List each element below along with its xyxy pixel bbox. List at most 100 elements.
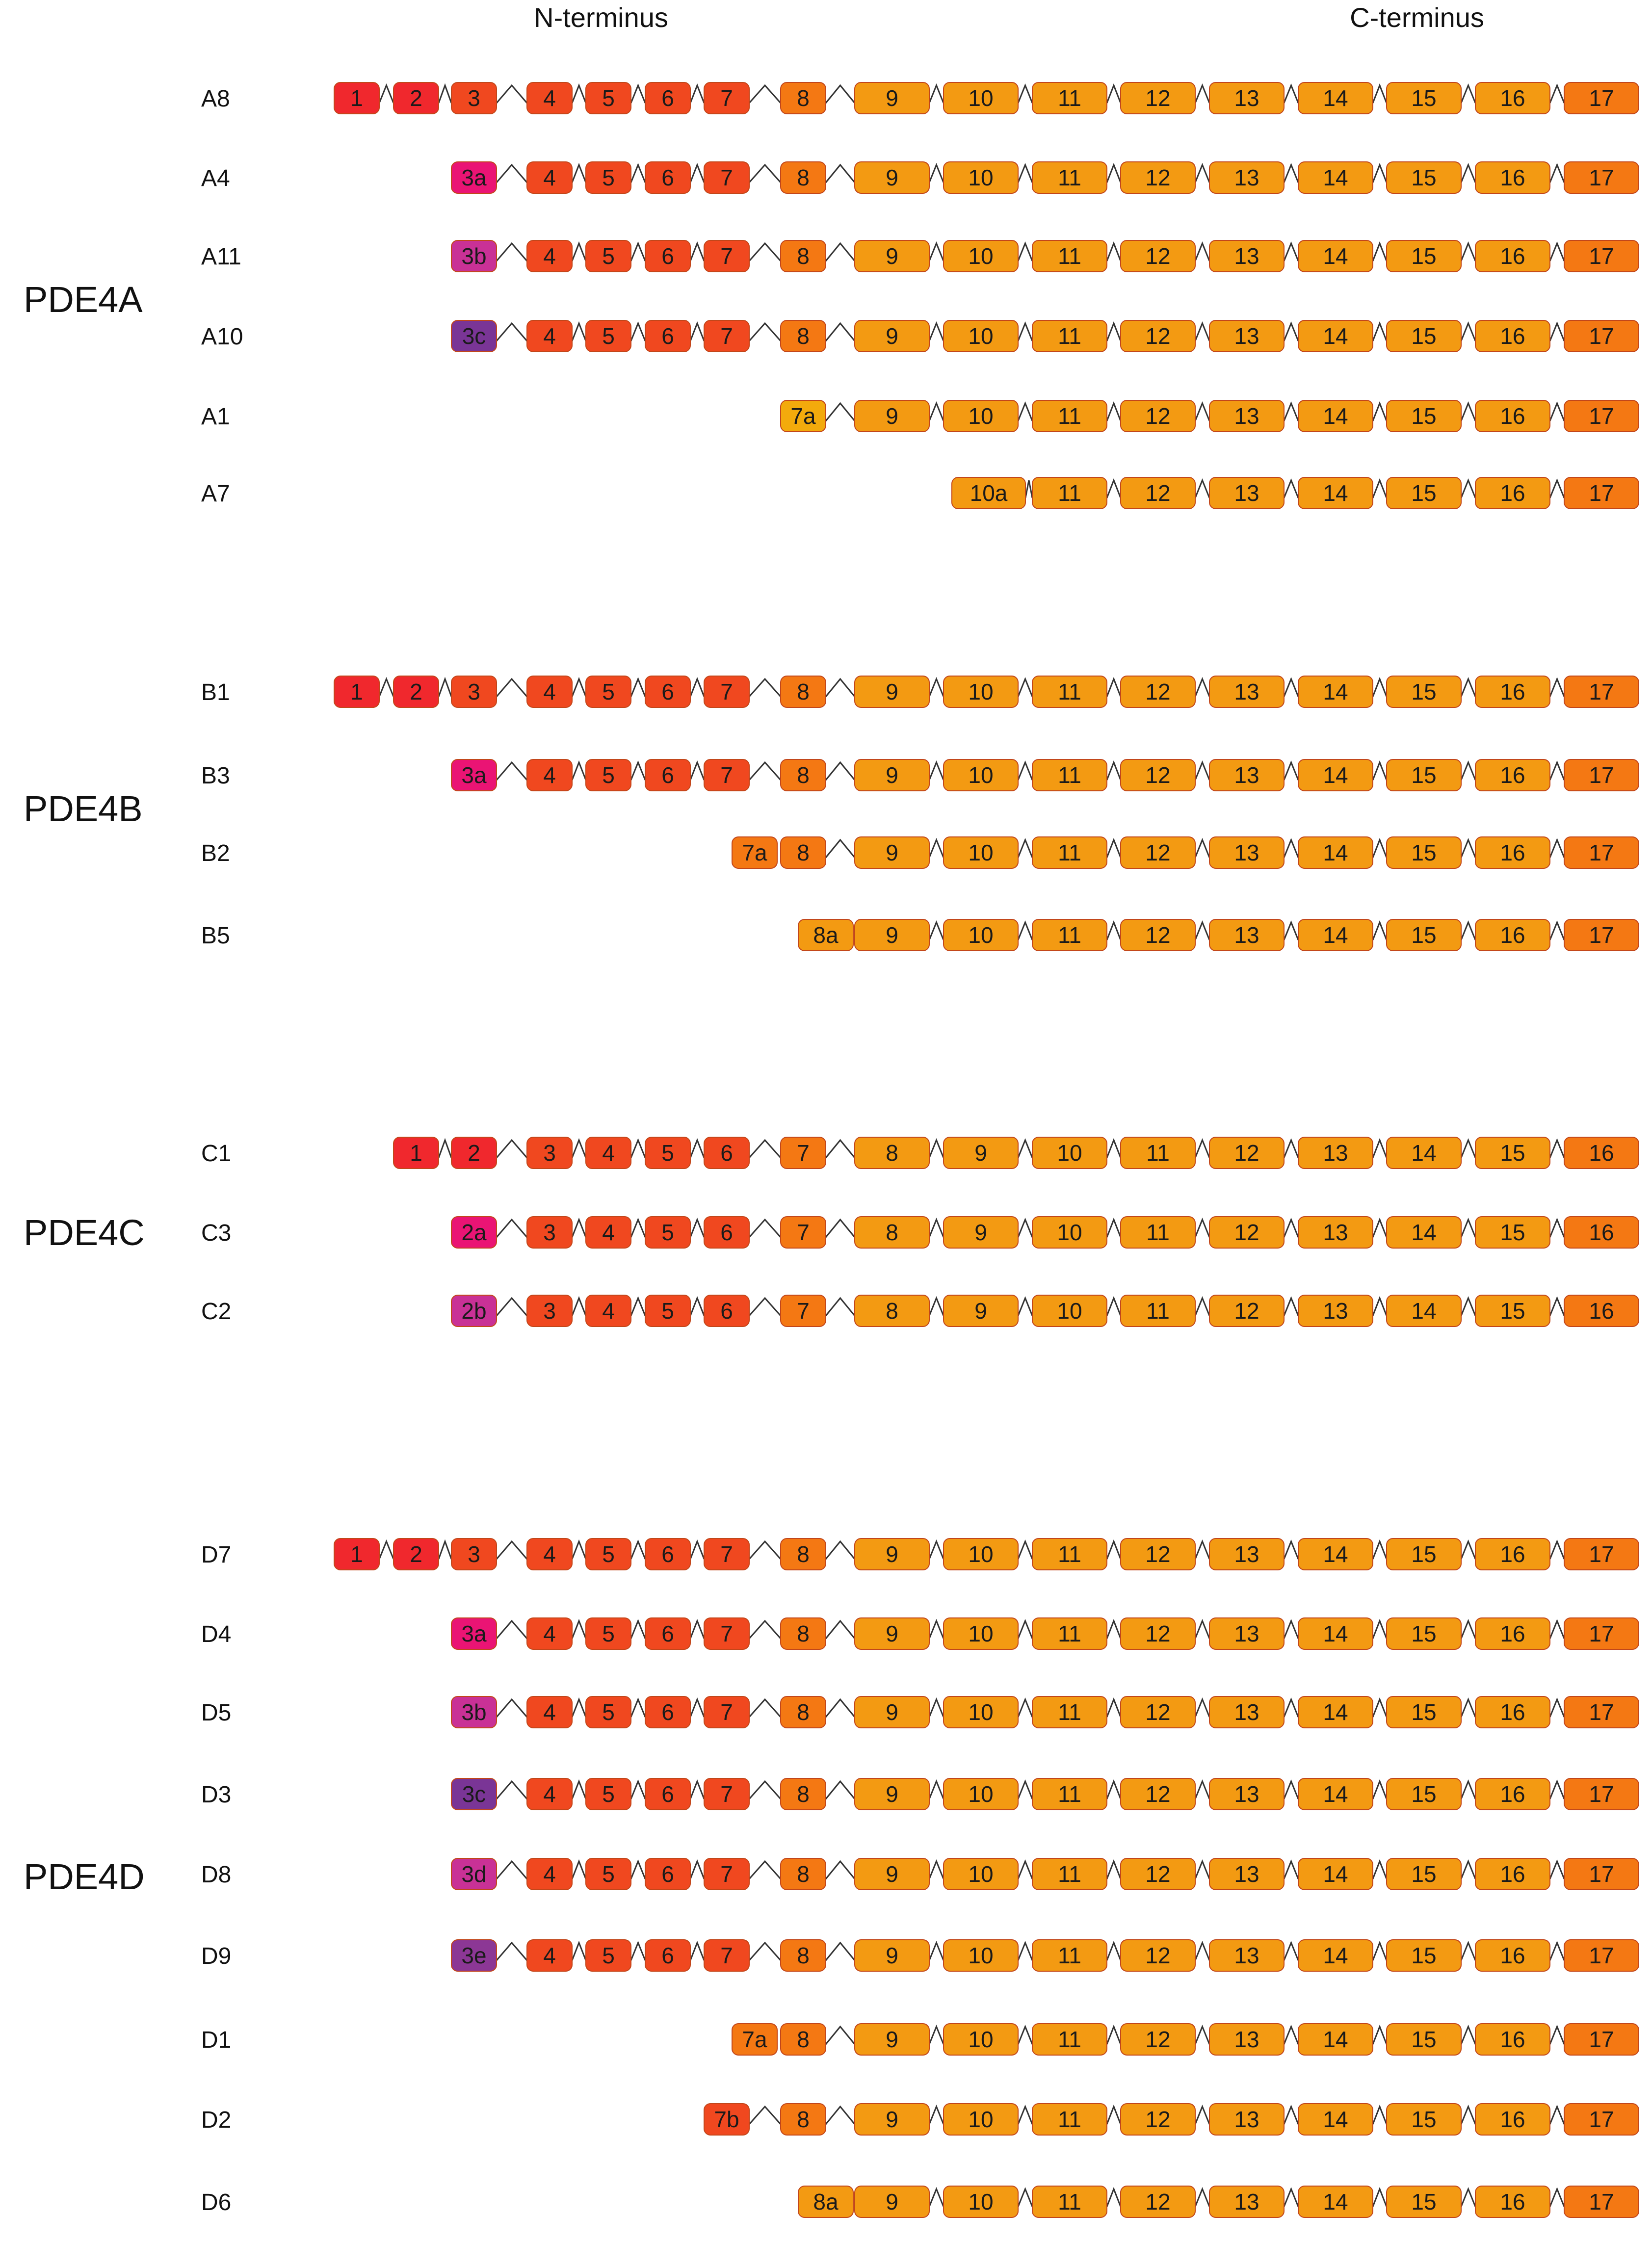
exon-label: 5 [602, 323, 615, 349]
exon-box [1475, 240, 1550, 272]
exon-box [1475, 1137, 1550, 1169]
isoform-row-a11: A11 3b 4 5 6 7 8 9 10 11 12 13 14 15 16 17 [201, 240, 1639, 272]
intron-connector [496, 1941, 528, 1961]
intron-connector [630, 760, 646, 781]
exon-box [1475, 2186, 1550, 2218]
exon-box [943, 161, 1019, 194]
isoform-row-d2: D2 7b 8 9 10 11 12 13 14 15 16 17 [201, 2103, 1639, 2136]
intron-connector [1194, 83, 1210, 104]
exon-box [1475, 1216, 1550, 1249]
isoform-label: C3 [201, 1220, 231, 1246]
exon-box [1386, 2103, 1462, 2136]
intron-connector [1372, 2187, 1388, 2207]
intron-connector [1549, 1217, 1565, 1238]
exon-label: 6 [720, 1140, 733, 1166]
intron-connector [928, 837, 944, 858]
exon-box [780, 1617, 826, 1650]
exon-box [1386, 836, 1462, 869]
exon-box [1475, 2023, 1550, 2056]
exon-label: 17 [1589, 1943, 1614, 1968]
exon-label: 14 [1411, 1140, 1436, 1166]
intron-connector [1017, 1217, 1033, 1238]
intron-connector [630, 241, 646, 261]
exon-label: 17 [1589, 2107, 1614, 2132]
exon-box [1386, 919, 1462, 951]
intron-connector [496, 1619, 528, 1639]
exon-box [854, 1939, 930, 1972]
exon-box [951, 477, 1026, 509]
exon-box [334, 1538, 380, 1570]
intron-connector [630, 1618, 646, 1639]
exon-label: 11 [1058, 243, 1081, 269]
intron-connector [825, 1540, 856, 1560]
exon-label: 12 [1145, 165, 1170, 190]
exon-label: 7 [720, 85, 733, 111]
exon-box [704, 1858, 750, 1890]
group-label: PDE4D [24, 1856, 145, 1897]
exon-label: 5 [602, 243, 615, 269]
exon-box [780, 161, 826, 194]
intron-connector [689, 321, 705, 341]
exon-box [526, 1696, 573, 1728]
intron-connector [928, 1779, 944, 1799]
exon-box [645, 1858, 691, 1890]
exon-label: 3 [468, 1541, 480, 1567]
exon-label: 9 [886, 243, 898, 269]
exon-label: 16 [1500, 679, 1525, 704]
exon-label: 13 [1234, 1699, 1259, 1725]
exon-box [585, 82, 631, 114]
exon-box [780, 759, 826, 791]
exon-label: 10 [968, 679, 993, 704]
exon-box [1209, 1295, 1285, 1327]
exon-label: 5 [602, 1781, 615, 1807]
exon-label: 14 [1323, 679, 1348, 704]
intron-connector [748, 1297, 782, 1316]
intron-connector [1017, 321, 1033, 341]
exon-box [1386, 676, 1462, 708]
intron-connector [1194, 2187, 1210, 2207]
intron-connector [1372, 1138, 1388, 1158]
exon-label: 10 [968, 403, 993, 429]
exon-label: 3 [543, 1140, 556, 1166]
intron-connector [630, 1138, 646, 1158]
exon-box [645, 676, 691, 708]
exon-label: 8 [797, 1541, 810, 1567]
exon-label: 10 [968, 243, 993, 269]
exon-box [704, 759, 750, 791]
exon-label: 9 [886, 1699, 898, 1725]
exon-box [1475, 2103, 1550, 2136]
intron-connector [689, 1138, 705, 1158]
exon-box [1209, 1538, 1285, 1570]
intron-connector [1106, 241, 1122, 261]
exon-box [1120, 477, 1196, 509]
exon-box [1120, 1696, 1196, 1728]
intron-connector [630, 1217, 646, 1238]
intron-connector [689, 1217, 705, 1238]
isoform-row-a8: A8 1 2 3 4 5 6 7 8 9 10 11 12 13 14 15 16 17 [201, 82, 1639, 114]
exon-box [526, 1295, 573, 1327]
intron-connector [1283, 1539, 1299, 1560]
exon-label: 10 [968, 165, 993, 190]
exon-label: 14 [1323, 762, 1348, 788]
intron-connector [1372, 2104, 1388, 2125]
exon-box [1120, 2103, 1196, 2136]
exon-box [451, 1858, 497, 1890]
exon-box [943, 1696, 1019, 1728]
isoform-row-a4: A4 3a 4 5 6 7 8 9 10 11 12 13 14 15 16 17 [201, 161, 1639, 194]
exon-label: 14 [1323, 922, 1348, 948]
exon-box [1564, 1617, 1639, 1650]
exon-box [1032, 2103, 1107, 2136]
intron-connector [1372, 1859, 1388, 1879]
exon-label: 1 [350, 85, 363, 111]
exon-label: 6 [661, 679, 674, 704]
exon-box [780, 2103, 826, 2136]
exon-box [585, 1137, 631, 1169]
exon-label: 7 [720, 243, 733, 269]
exon-label: 8 [886, 1140, 898, 1166]
intron-connector [630, 1697, 646, 1718]
exon-box [943, 1538, 1019, 1570]
exon-box [1120, 240, 1196, 272]
intron-connector [748, 761, 782, 781]
exon-label: 4 [543, 1541, 556, 1567]
